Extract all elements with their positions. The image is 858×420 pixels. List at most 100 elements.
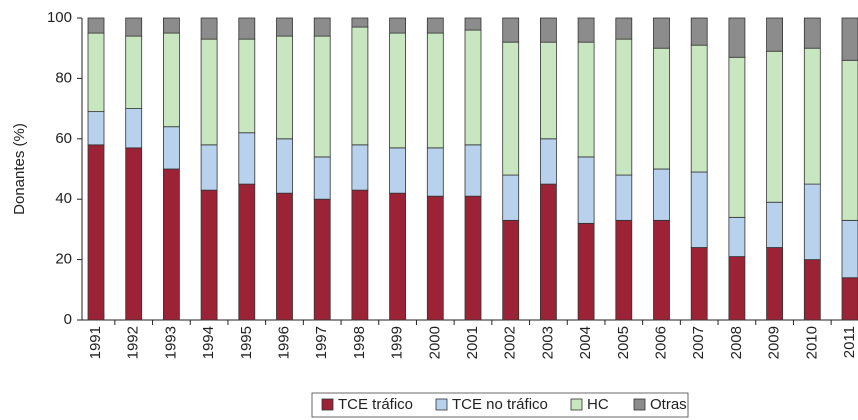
x-tick-label: 2006 <box>652 326 669 359</box>
x-tick-label: 2002 <box>502 326 519 359</box>
bar-segment <box>841 59 858 221</box>
bar-segment <box>389 17 407 34</box>
bar-segment <box>615 17 633 40</box>
bar-segment <box>728 17 746 58</box>
bar-segment <box>351 26 369 146</box>
y-tick-label: 20 <box>55 251 72 268</box>
legend-label: Otras <box>650 396 687 413</box>
bar-segment <box>690 171 708 248</box>
y-tick-label: 60 <box>55 130 72 147</box>
bar-segment <box>162 17 180 34</box>
bar-segment <box>351 144 369 191</box>
bar-segment <box>313 35 331 158</box>
x-tick-label: 2007 <box>690 326 707 359</box>
legend-box <box>311 392 689 418</box>
bar-segment <box>615 38 633 176</box>
bar-segment <box>690 17 708 46</box>
legend-swatch <box>570 398 583 411</box>
x-tick-label: 2009 <box>766 326 783 359</box>
bar-segment <box>841 219 858 279</box>
bar-segment <box>841 17 858 61</box>
x-tick-label: 1991 <box>87 326 104 359</box>
bar-segment <box>351 189 369 321</box>
bar-segment <box>502 219 520 321</box>
bar-segment <box>540 17 557 43</box>
x-tick-label: 2005 <box>615 326 632 359</box>
bar-segment <box>766 17 783 52</box>
bar-segment <box>464 144 482 197</box>
legend-swatch <box>435 398 448 411</box>
bar-segment <box>690 44 708 173</box>
bar-segment <box>464 29 482 146</box>
bar-segment <box>162 126 180 170</box>
x-tick-label: 1994 <box>200 326 217 359</box>
x-tick-label: 1997 <box>313 326 330 359</box>
bar-segment <box>389 147 407 194</box>
legend-swatch <box>633 398 646 411</box>
bar-segment <box>238 38 256 134</box>
bar-segment <box>426 17 444 34</box>
y-tick-label: 80 <box>55 69 72 86</box>
bar-segment <box>426 147 444 197</box>
bar-segment <box>577 17 595 43</box>
bar-segment <box>540 183 557 321</box>
y-tick-label: 0 <box>64 311 72 328</box>
bar-segment <box>502 41 520 176</box>
bar-segment <box>276 138 293 194</box>
bar-segment <box>502 17 520 43</box>
x-tick-label: 2010 <box>803 326 820 359</box>
bar-segment <box>389 192 407 321</box>
bar-segment <box>615 219 633 321</box>
bar-segment <box>125 35 143 110</box>
bar-segment <box>162 168 180 321</box>
bar-segment <box>276 35 293 140</box>
x-tick-label: 1993 <box>162 326 179 359</box>
bar-segment <box>200 38 218 146</box>
bar-segment <box>125 108 143 149</box>
legend-label: TCE no tráfico <box>452 396 548 413</box>
bar-segment <box>162 32 180 128</box>
x-tick-label: 2011 <box>841 326 858 358</box>
bar-segment <box>200 189 218 321</box>
bar-segment <box>803 17 821 49</box>
bar-segment <box>200 144 218 191</box>
bar-segment <box>653 17 670 49</box>
bar-segment <box>87 111 105 146</box>
bar-segment <box>87 144 105 321</box>
bar-segment <box>653 168 670 221</box>
bar-segment <box>803 183 821 261</box>
bar-segment <box>728 56 746 218</box>
bar-segment <box>803 47 821 185</box>
bar-segment <box>803 259 821 321</box>
x-tick-label: 2003 <box>539 326 556 359</box>
x-tick-label: 2008 <box>728 326 745 359</box>
y-axis-label: Donantes (%) <box>11 123 28 215</box>
bar-segment <box>728 216 746 257</box>
bar-segment <box>125 147 143 321</box>
bar-segment <box>540 138 557 185</box>
legend-label: TCE tráfico <box>338 396 413 413</box>
bar-segment <box>200 17 218 40</box>
bar-segment <box>351 17 369 28</box>
bar-segment <box>313 17 331 37</box>
bar-segment <box>728 256 746 321</box>
bar-segment <box>653 47 670 170</box>
bar-segment <box>238 183 256 321</box>
legend-swatch <box>321 398 334 411</box>
bar-segment <box>464 195 482 321</box>
bar-segment <box>87 32 105 113</box>
bar-segment <box>577 222 595 321</box>
x-tick-label: 1996 <box>275 326 292 359</box>
bar-segment <box>238 17 256 40</box>
bar-segment <box>615 174 633 221</box>
bar-segment <box>766 201 783 248</box>
bar-segment <box>389 32 407 149</box>
bar-segment <box>766 247 783 321</box>
legend-label: HC <box>587 396 609 413</box>
x-tick-label: 1999 <box>389 326 406 359</box>
x-tick-label: 2004 <box>577 326 594 359</box>
x-tick-label: 1992 <box>125 326 142 359</box>
bar-segment <box>313 156 331 200</box>
bar-segment <box>426 195 444 321</box>
